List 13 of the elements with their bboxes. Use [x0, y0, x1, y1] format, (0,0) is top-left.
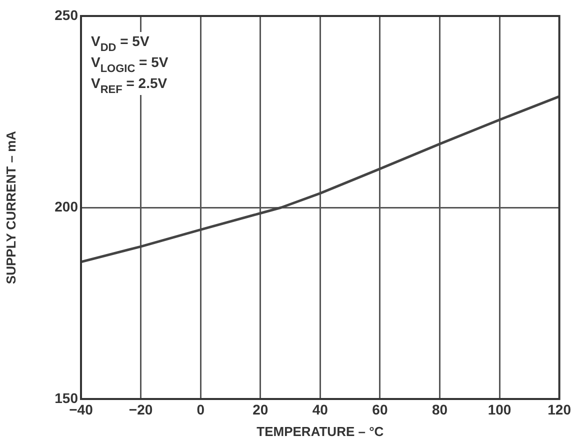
x-tick-label: 60 [372, 401, 388, 418]
x-tick-label: 100 [488, 401, 512, 418]
x-axis-title: TEMPERATURE – °C [256, 424, 384, 439]
x-tick-label: 120 [548, 401, 572, 418]
x-tick-label: 20 [252, 401, 268, 418]
x-tick-label: 80 [432, 401, 448, 418]
y-tick-label: 200 [54, 198, 78, 214]
y-tick-label: 150 [54, 390, 78, 406]
x-tick-label: 40 [312, 401, 328, 418]
x-tick-label: −20 [128, 401, 153, 418]
x-tick-label: 0 [196, 401, 205, 418]
y-axis-title: SUPPLY CURRENT – mA [3, 130, 18, 284]
y-tick-label: 250 [54, 6, 78, 23]
